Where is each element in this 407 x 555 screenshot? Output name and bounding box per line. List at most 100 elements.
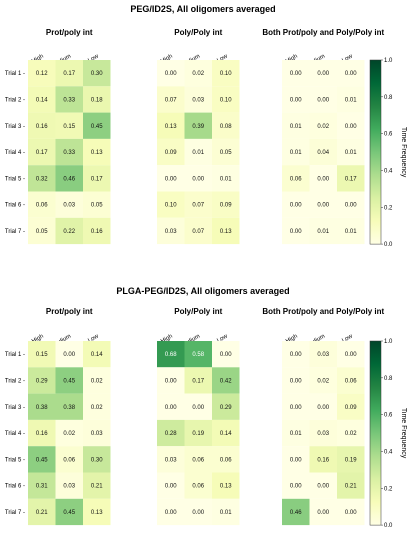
cell-value-label: 0.01 [192, 150, 204, 156]
heatmap-cell [282, 191, 310, 218]
cell-value-label: 0.01 [317, 229, 329, 235]
heatmap-cell [184, 60, 212, 87]
heatmap-cell [337, 86, 365, 113]
heatmap-cell [83, 60, 111, 87]
heatmap-cell [282, 419, 310, 447]
cell-value-label: 0.07 [165, 97, 177, 103]
cell-value-label: 0.38 [63, 405, 75, 411]
heatmap-cell [157, 86, 185, 113]
heatmap-cell [28, 112, 56, 139]
cell-value-label: 0.00 [165, 176, 177, 182]
heatmap-cell [55, 138, 83, 166]
heatmap-cell [309, 165, 337, 192]
cell-value-label: 0.13 [165, 124, 177, 130]
heatmap-cell [212, 393, 240, 420]
heatmap-cell [309, 341, 337, 368]
heatmap-cell [184, 393, 212, 420]
column-tick-label: Low [87, 53, 100, 64]
heatmap-cell [83, 367, 111, 394]
colorbar-tick-label: 1.0 [384, 339, 393, 345]
heatmap-cell [83, 393, 111, 420]
cell-value-label: 0.00 [290, 378, 302, 384]
cell-value-label: 0.05 [36, 229, 48, 235]
colorbar-tick-label: 0.4 [384, 449, 393, 455]
heatmap-cell [157, 498, 185, 526]
heatmap-cell [282, 341, 310, 368]
heatmap-cell [282, 472, 310, 499]
heatmap-cell [337, 217, 365, 245]
panel-title: Both Prot/poly and Poly/Poly int [262, 307, 384, 316]
heatmap-cell [282, 165, 310, 192]
heatmap-cell [309, 367, 337, 394]
cell-value-label: 0.06 [192, 457, 204, 463]
cell-value-label: 0.00 [165, 484, 177, 490]
heatmap-cell [55, 446, 83, 473]
cell-value-label: 0.18 [91, 97, 103, 103]
cell-value-label: 0.00 [192, 510, 204, 516]
heatmap-cell [212, 217, 240, 245]
colorbar-tick-label: 0.0 [384, 523, 393, 529]
cell-value-label: 0.15 [36, 352, 48, 358]
column-tick-label: Low [87, 333, 100, 344]
heatmap-cell [55, 165, 83, 192]
cell-value-label: 0.00 [317, 203, 329, 209]
cell-value-label: 0.00 [192, 405, 204, 411]
cell-value-label: 0.03 [165, 229, 177, 235]
cell-value-label: 0.14 [91, 352, 103, 358]
column-tick-label: High [285, 334, 299, 345]
cell-value-label: 0.02 [345, 431, 357, 437]
column-tick-label: High [160, 334, 174, 345]
cell-value-label: 0.05 [91, 203, 103, 209]
heatmap-cell [28, 138, 56, 166]
row-tick-label: Trial 1 - [5, 71, 25, 77]
row-tick-label: Trial 3 - [5, 405, 25, 411]
cell-value-label: 0.39 [192, 124, 204, 130]
heatmap-cell [55, 86, 83, 113]
heatmap-cell [212, 472, 240, 499]
row-tick-label: Trial 6 - [5, 484, 25, 490]
cell-value-label: 0.01 [345, 150, 357, 156]
cell-value-label: 0.03 [317, 352, 329, 358]
heatmap-cell [28, 86, 56, 113]
cell-value-label: 0.00 [165, 510, 177, 516]
cell-value-label: 0.10 [165, 203, 177, 209]
heatmap-cell [212, 419, 240, 447]
column-tick-label: Low [216, 53, 229, 64]
cell-value-label: 0.12 [36, 71, 48, 77]
heatmap-cell [157, 191, 185, 218]
row-tick-label: Trial 3 - [5, 124, 25, 130]
heatmap-cell [212, 498, 240, 526]
cell-value-label: 0.33 [63, 97, 75, 103]
heatmap-cell [337, 446, 365, 473]
panel-title: Prot/poly int [46, 28, 93, 37]
cell-value-label: 0.02 [192, 71, 204, 77]
cell-value-label: 0.02 [91, 378, 103, 384]
cell-value-label: 0.17 [345, 176, 357, 182]
heatmap-cell [309, 191, 337, 218]
heatmap-cell [309, 60, 337, 87]
cell-value-label: 0.13 [91, 150, 103, 156]
heatmap-cell [157, 367, 185, 394]
heatmap-cell [157, 138, 185, 166]
cell-value-label: 0.03 [192, 97, 204, 103]
heatmap-cell [309, 472, 337, 499]
cell-value-label: 0.00 [345, 352, 357, 358]
column-tick-label: Low [341, 333, 354, 344]
heatmap-cell [212, 112, 240, 139]
cell-value-label: 0.15 [63, 124, 75, 130]
heatmap-cell [309, 498, 337, 526]
heatmap-cell [157, 112, 185, 139]
heatmap-cell [28, 472, 56, 499]
heatmap-cell [184, 446, 212, 473]
heatmap-cell [184, 86, 212, 113]
colorbar-tick-label: 0.8 [384, 95, 393, 101]
heatmap-cell [337, 341, 365, 368]
cell-value-label: 0.00 [290, 97, 302, 103]
cell-value-label: 0.45 [63, 510, 75, 516]
panel-title: Both Prot/poly and Poly/Poly int [262, 28, 384, 37]
cell-value-label: 0.17 [91, 176, 103, 182]
heatmap-cell [212, 446, 240, 473]
cell-value-label: 0.01 [290, 431, 302, 437]
panel-title: Poly/Poly int [174, 28, 222, 37]
heatmap-cell [282, 393, 310, 420]
